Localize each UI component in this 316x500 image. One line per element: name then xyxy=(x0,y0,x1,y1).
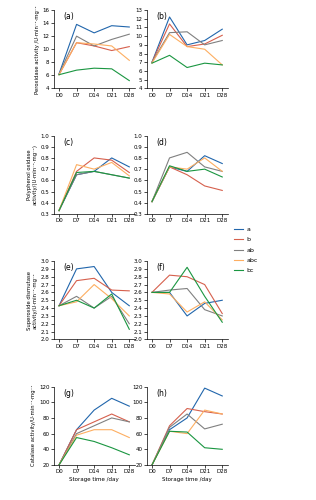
Legend: a, b, ab, abc, bc: a, b, ab, abc, bc xyxy=(234,226,258,274)
Text: (e): (e) xyxy=(64,264,74,272)
Y-axis label: Peroxidase activity /U·min⁻¹·mg⁻¹: Peroxidase activity /U·min⁻¹·mg⁻¹ xyxy=(35,5,40,94)
Y-axis label: Superoxide dismutase
activity/U·min⁻¹·mg⁻¹: Superoxide dismutase activity/U·min⁻¹·mg… xyxy=(27,271,38,330)
Text: (b): (b) xyxy=(156,12,167,22)
X-axis label: Storage time /day: Storage time /day xyxy=(162,477,212,482)
Text: (g): (g) xyxy=(64,389,74,398)
Text: (a): (a) xyxy=(64,12,74,22)
Y-axis label: Polyphenol oxidase
activity/(U·min⁻¹·mg⁻¹): Polyphenol oxidase activity/(U·min⁻¹·mg⁻… xyxy=(27,144,38,205)
X-axis label: Storage time /day: Storage time /day xyxy=(69,477,119,482)
Text: (d): (d) xyxy=(156,138,167,147)
Text: (h): (h) xyxy=(156,389,167,398)
Y-axis label: Catalase activity/U·min⁻¹·mg⁻¹: Catalase activity/U·min⁻¹·mg⁻¹ xyxy=(31,385,36,466)
Text: (c): (c) xyxy=(64,138,74,147)
Text: (f): (f) xyxy=(156,264,165,272)
